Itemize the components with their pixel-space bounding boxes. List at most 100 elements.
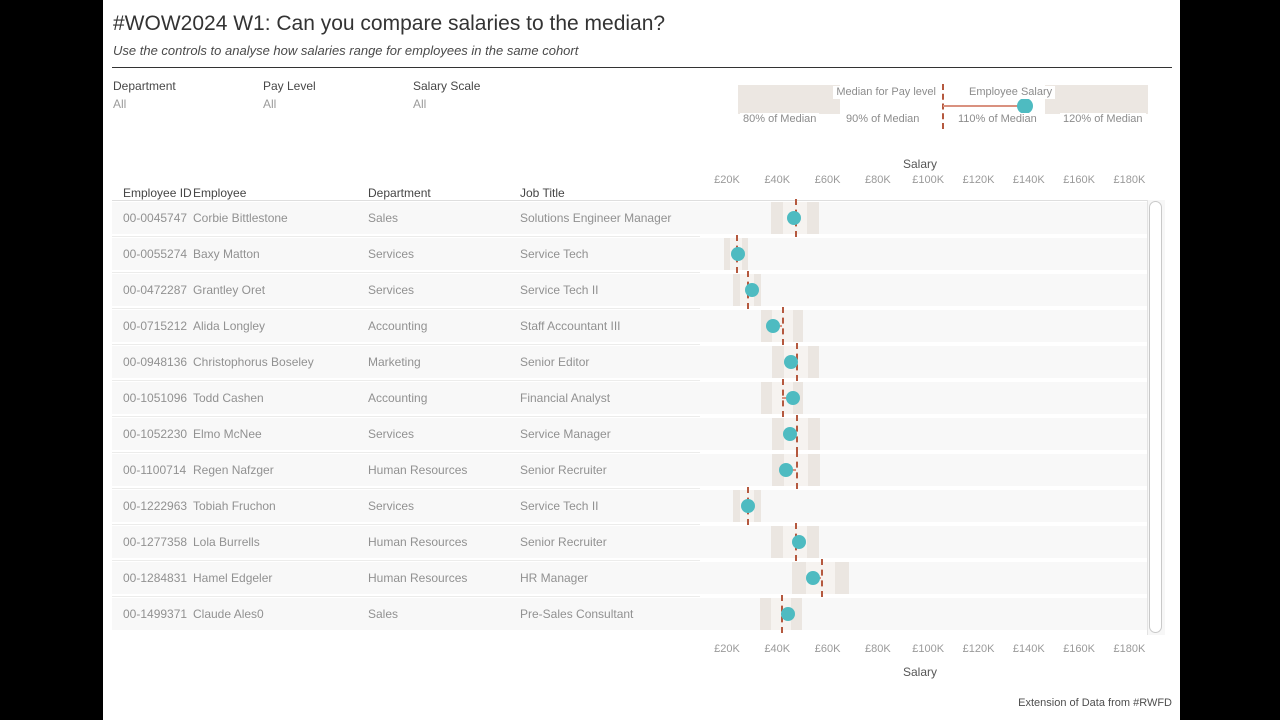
column-header-job-title[interactable]: Job Title <box>520 186 565 200</box>
department-cell: Services <box>368 427 415 441</box>
dashboard: #WOW2024 W1: Can you compare salaries to… <box>103 0 1180 720</box>
median-dashed-line <box>795 451 798 489</box>
job-title-cell: Senior Recruiter <box>520 463 607 477</box>
header-rule <box>112 200 1148 201</box>
table-row[interactable]: 00-1499371 Claude Ales0 Sales Pre-Sales Con… <box>112 595 1148 633</box>
row-separator <box>112 272 700 273</box>
title-divider <box>112 67 1172 68</box>
table-row[interactable]: 00-0055274 Baxy Matton Services Service Tec… <box>112 235 1148 273</box>
filter-pay-level[interactable]: Pay Level All <box>263 79 403 111</box>
department-cell: Services <box>368 499 415 513</box>
employee-cell: Hamel Edgeler <box>193 571 273 585</box>
department-cell: Human Resources <box>368 535 468 549</box>
employee-id-cell: 00-0045747 <box>123 211 188 225</box>
legend-band-80-90 <box>738 85 840 114</box>
legend-employee-dot <box>1017 98 1033 114</box>
table-row[interactable]: 00-0472287 Grantley Oret Services Service T… <box>112 271 1148 309</box>
legend-120-label: 120% of Median <box>1060 113 1146 126</box>
table-row[interactable]: 00-1100714 Regen Nafzger Human Resources Se… <box>112 451 1148 489</box>
axis-tick-label: £40K <box>764 174 791 186</box>
row-separator <box>112 380 700 381</box>
filter-pay-level-label: Pay Level <box>263 79 316 93</box>
axis-tick-label: £100K <box>912 643 945 655</box>
employee-id-cell: 00-1277358 <box>123 535 188 549</box>
legend-110-label: 110% of Median <box>955 113 1040 126</box>
axis-tick-label: £140K <box>1012 643 1045 655</box>
employee-salary-dot[interactable] <box>806 571 820 585</box>
department-cell: Marketing <box>368 355 421 369</box>
employee-salary-dot[interactable] <box>783 427 798 441</box>
filter-department-value[interactable]: All <box>113 97 127 111</box>
job-title-cell: Service Manager <box>520 427 611 441</box>
job-title-cell: Staff Accountant III <box>520 319 621 333</box>
employee-salary-dot[interactable] <box>785 391 800 405</box>
employee-cell: Regen Nafzger <box>193 463 274 477</box>
job-title-cell: Financial Analyst <box>520 391 611 405</box>
column-header-department[interactable]: Department <box>368 186 431 200</box>
employee-salary-dot[interactable] <box>791 535 806 549</box>
department-cell: Sales <box>368 211 399 225</box>
job-title-cell: Service Tech II <box>520 283 599 297</box>
employee-id-cell: 00-1051096 <box>123 391 188 405</box>
job-title-cell: Pre-Sales Consultant <box>520 607 634 621</box>
table-row[interactable]: 00-1284831 Hamel Edgeler Human Resources HR… <box>112 559 1148 597</box>
employee-cell: Todd Cashen <box>193 391 264 405</box>
axis-tick-label: £40K <box>764 643 791 655</box>
employee-id-cell: 00-0715212 <box>123 319 188 333</box>
employee-salary-dot[interactable] <box>740 499 755 513</box>
employee-id-cell: 00-0472287 <box>123 283 188 297</box>
axis-tick-label: £120K <box>962 643 995 655</box>
employee-cell: Tobiah Fruchon <box>193 499 276 513</box>
table-row[interactable]: 00-1277358 Lola Burrells Human Resources Se… <box>112 523 1148 561</box>
column-header-employee[interactable]: Employee <box>193 186 247 200</box>
axis-tick-label: £80K <box>865 643 891 655</box>
column-header-employee-id[interactable]: Employee ID <box>123 186 192 200</box>
legend-90-label: 90% of Median <box>843 113 923 126</box>
filter-department-label: Department <box>113 79 176 93</box>
axis-tick-label: £180K <box>1113 174 1146 186</box>
employee-salary-dot[interactable] <box>781 607 796 621</box>
row-separator <box>112 560 700 561</box>
department-cell: Services <box>368 283 415 297</box>
legend-connector-line <box>943 105 1025 107</box>
employee-id-cell: 00-1052230 <box>123 427 188 441</box>
job-title-cell: HR Manager <box>520 571 589 585</box>
filter-salary-scale-label: Salary Scale <box>413 79 481 93</box>
department-cell: Human Resources <box>368 463 468 477</box>
axis-tick-label: £60K <box>814 174 841 186</box>
legend-median-label: Median for Pay level <box>833 86 939 99</box>
filter-salary-scale-value[interactable]: All <box>413 97 427 111</box>
employee-salary-dot[interactable] <box>765 319 780 333</box>
filter-pay-level-value[interactable]: All <box>263 97 277 111</box>
employee-salary-dot[interactable] <box>783 355 798 369</box>
employee-salary-dot[interactable] <box>744 283 759 297</box>
employee-salary-dot[interactable] <box>786 211 801 225</box>
median-band-inner <box>770 598 792 630</box>
row-separator <box>112 524 700 525</box>
employee-cell: Lola Burrells <box>193 535 260 549</box>
median-dashed-line <box>782 379 785 417</box>
employee-id-cell: 00-1222963 <box>123 499 188 513</box>
median-dashed-line <box>782 307 785 345</box>
employee-cell: Grantley Oret <box>193 283 266 297</box>
filter-salary-scale[interactable]: Salary Scale All <box>413 79 553 111</box>
chart-scrollbar-thumb[interactable] <box>1149 201 1162 633</box>
table-row[interactable]: 00-0045747 Corbie Bittlestone Sales Solutio… <box>112 199 1148 237</box>
table-row[interactable]: 00-1052230 Elmo McNee Services Service Mana… <box>112 415 1148 453</box>
median-dashed-line <box>796 415 799 453</box>
employee-cell: Baxy Matton <box>193 247 260 261</box>
table-row[interactable]: 00-1222963 Tobiah Fruchon Services Service … <box>112 487 1148 525</box>
row-separator <box>112 344 700 345</box>
employee-salary-dot[interactable] <box>730 247 745 261</box>
filter-department[interactable]: Department All <box>113 79 253 111</box>
table-row[interactable]: 00-0948136 Christophorus Boseley Marketing… <box>112 343 1148 381</box>
median-band-inner <box>783 454 808 486</box>
median-dashed-line <box>820 559 823 597</box>
table-row[interactable]: 00-0715212 Alida Longley Accounting Staff A… <box>112 307 1148 345</box>
axis-tick-label: £160K <box>1063 174 1095 186</box>
job-title-cell: Senior Recruiter <box>520 535 607 549</box>
row-separator <box>112 416 700 417</box>
employee-salary-dot[interactable] <box>778 463 793 477</box>
table-row[interactable]: 00-1051096 Todd Cashen Accounting Financial… <box>112 379 1148 417</box>
